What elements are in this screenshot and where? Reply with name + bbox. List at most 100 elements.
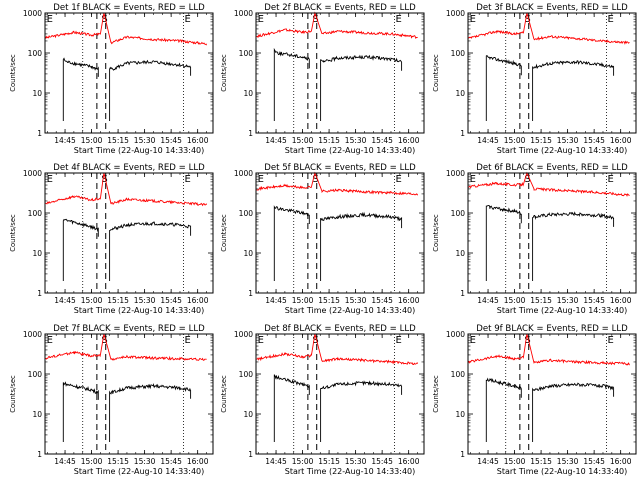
x-tick-label: 14:45 [477,136,499,145]
lld-series-line [468,171,630,197]
y-tick-label: 10 [243,89,253,98]
y-tick-label: 1 [248,450,253,459]
lld-series-line [256,333,418,366]
x-axis-label: Start Time (22-Aug-10 14:33:40) [285,306,416,315]
events-series-line [273,374,310,442]
y-tick-label: 100 [239,209,254,218]
x-tick-label: 15:15 [318,296,340,305]
flag-label: E [470,14,476,25]
x-tick-label: 15:30 [345,136,367,145]
x-tick-label: 15:00 [292,296,314,305]
events-series-line [320,211,403,281]
detector-panel-7: Det 7f BLACK = Events, RED = LLD Counts/s… [9,324,214,476]
x-tick-label: 15:45 [371,296,393,305]
x-tick-label: 15:00 [81,457,103,466]
flag-label: E [47,174,53,185]
events-series-line [109,383,192,442]
y-tick-label: 1000 [23,169,42,178]
detector-panel-6: Det 6f BLACK = Events, RED = LLD Counts/s… [432,163,637,315]
x-tick-label: 16:00 [187,296,209,305]
events-series-line [485,55,522,121]
x-tick-label: 15:45 [371,457,393,466]
events-series-line [532,211,615,281]
flag-label: E [608,335,614,346]
flag-label: E [258,174,264,185]
y-tick-label: 1000 [234,330,253,339]
lld-series-line [45,333,207,361]
y-tick-label: 100 [28,209,43,218]
x-tick-label: 15:15 [318,457,340,466]
plot-frame [467,12,637,134]
x-tick-label: 15:30 [134,296,156,305]
y-axis-label: Counts/sec [220,54,228,92]
flag-label: S [101,335,107,346]
events-series-line [532,382,615,442]
panel-title: Det 7f BLACK = Events, RED = LLD [53,324,205,334]
flag-label: E [608,174,614,185]
flag-label: E [608,14,614,25]
y-tick-label: 1000 [446,169,465,178]
x-axis-label: Start Time (22-Aug-10 14:33:40) [497,306,628,315]
y-tick-label: 1000 [234,169,253,178]
panel-title: Det 5f BLACK = Events, RED = LLD [264,163,416,173]
x-tick-label: 15:00 [81,296,103,305]
x-tick-label: 15:00 [504,296,526,305]
flag-label: E [258,14,264,25]
plot-frame [467,333,637,455]
lld-series-line [256,11,418,39]
x-tick-label: 15:30 [557,136,579,145]
y-tick-label: 1 [460,289,465,298]
x-tick-label: 16:00 [398,136,420,145]
x-tick-label: 16:00 [398,457,420,466]
y-tick-label: 10 [32,410,42,419]
x-tick-label: 15:30 [134,457,156,466]
flag-label: S [312,14,318,25]
y-tick-label: 100 [28,49,43,58]
x-axis-label: Start Time (22-Aug-10 14:33:40) [497,146,628,155]
flag-label: E [396,174,402,185]
y-tick-label: 10 [32,89,42,98]
lld-series-line [468,12,630,45]
x-axis-label: Start Time (22-Aug-10 14:33:40) [285,467,416,476]
x-tick-label: 16:00 [187,136,209,145]
x-tick-label: 16:00 [398,296,420,305]
flag-label: S [524,14,530,25]
events-series-line [532,60,615,121]
x-tick-label: 15:00 [81,136,103,145]
x-tick-label: 16:00 [187,457,209,466]
y-tick-label: 1000 [234,9,253,18]
flag-label: E [470,174,476,185]
flag-label: S [524,335,530,346]
lld-series-line [256,171,418,196]
y-axis-label: Counts/sec [432,214,440,252]
y-tick-label: 100 [28,370,43,379]
x-tick-label: 15:45 [371,136,393,145]
events-series-line [485,205,522,281]
y-tick-label: 1 [248,289,253,298]
flag-label: E [258,335,264,346]
x-tick-label: 15:30 [345,296,367,305]
x-axis-label: Start Time (22-Aug-10 14:33:40) [74,467,205,476]
y-tick-label: 1 [37,129,42,138]
x-tick-label: 14:45 [477,457,499,466]
flag-label: E [470,335,476,346]
x-tick-label: 14:45 [54,136,76,145]
y-tick-label: 1 [460,129,465,138]
plot-frame [44,12,214,134]
y-tick-label: 1000 [23,330,42,339]
y-tick-label: 100 [239,49,254,58]
lld-series-line [468,333,630,366]
x-tick-label: 15:45 [583,136,605,145]
y-axis-label: Counts/sec [432,54,440,92]
panel-title: Det 2f BLACK = Events, RED = LLD [264,3,416,13]
flag-label: E [185,14,191,25]
x-tick-label: 15:15 [107,457,129,466]
y-tick-label: 100 [451,370,466,379]
events-series-line [62,57,99,121]
x-tick-label: 15:00 [292,136,314,145]
flag-label: E [396,14,402,25]
panel-title: Det 1f BLACK = Events, RED = LLD [53,3,205,13]
events-series-line [485,377,522,442]
events-series-line [320,380,403,442]
x-tick-label: 15:30 [345,457,367,466]
